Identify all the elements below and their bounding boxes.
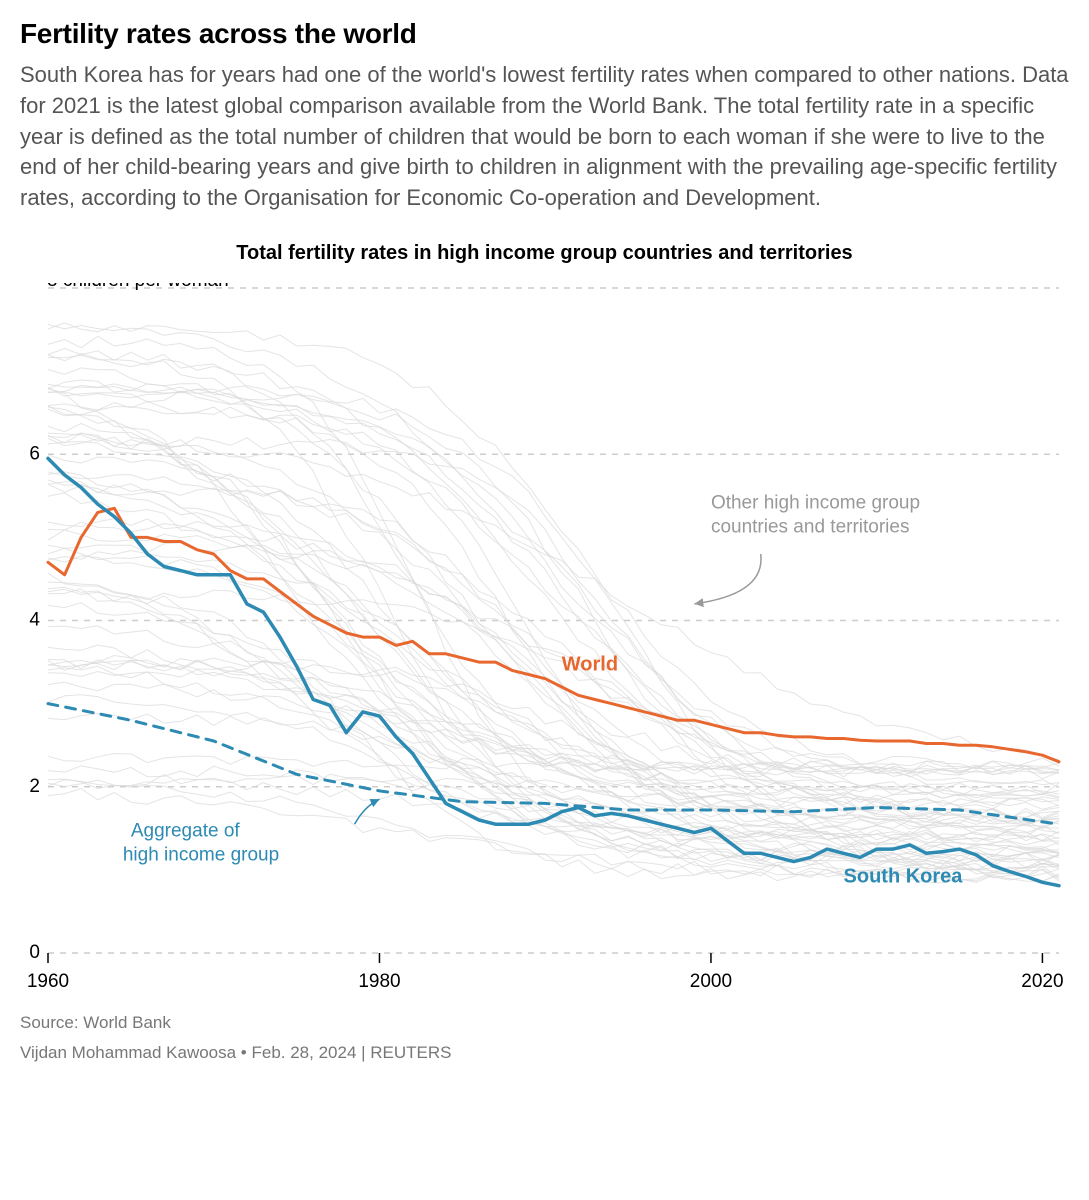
svg-text:8 children per woman: 8 children per woman bbox=[47, 283, 229, 291]
chart-container: 0 2 4 6 8 children per woman 1960 1980 2000 2020… bbox=[20, 283, 1069, 1003]
svg-text:World: World bbox=[562, 653, 618, 675]
chart-title: Total fertility rates in high income gro… bbox=[20, 242, 1069, 265]
svg-text:2000: 2000 bbox=[690, 971, 732, 992]
svg-text:1960: 1960 bbox=[27, 971, 69, 992]
byline-text: Vijdan Mohammad Kawoosa • Feb. 28, 2024 … bbox=[20, 1043, 1069, 1063]
svg-text:1980: 1980 bbox=[358, 971, 400, 992]
svg-text:countries and territories: countries and territories bbox=[711, 516, 910, 537]
svg-text:2: 2 bbox=[29, 776, 40, 797]
svg-text:4: 4 bbox=[29, 610, 40, 631]
svg-text:high income group: high income group bbox=[123, 845, 279, 866]
line-chart: 0 2 4 6 8 children per woman 1960 1980 2000 2020… bbox=[20, 283, 1069, 1003]
main-title: Fertility rates across the world bbox=[20, 18, 1069, 50]
svg-text:2020: 2020 bbox=[1021, 971, 1063, 992]
svg-text:Aggregate of: Aggregate of bbox=[131, 821, 241, 842]
svg-text:6: 6 bbox=[29, 443, 40, 464]
source-text: Source: World Bank bbox=[20, 1013, 1069, 1033]
description-text: South Korea has for years had one of the… bbox=[20, 60, 1069, 214]
svg-text:Other high income group: Other high income group bbox=[711, 492, 920, 513]
svg-text:0: 0 bbox=[29, 942, 40, 963]
svg-text:South Korea: South Korea bbox=[844, 865, 964, 887]
